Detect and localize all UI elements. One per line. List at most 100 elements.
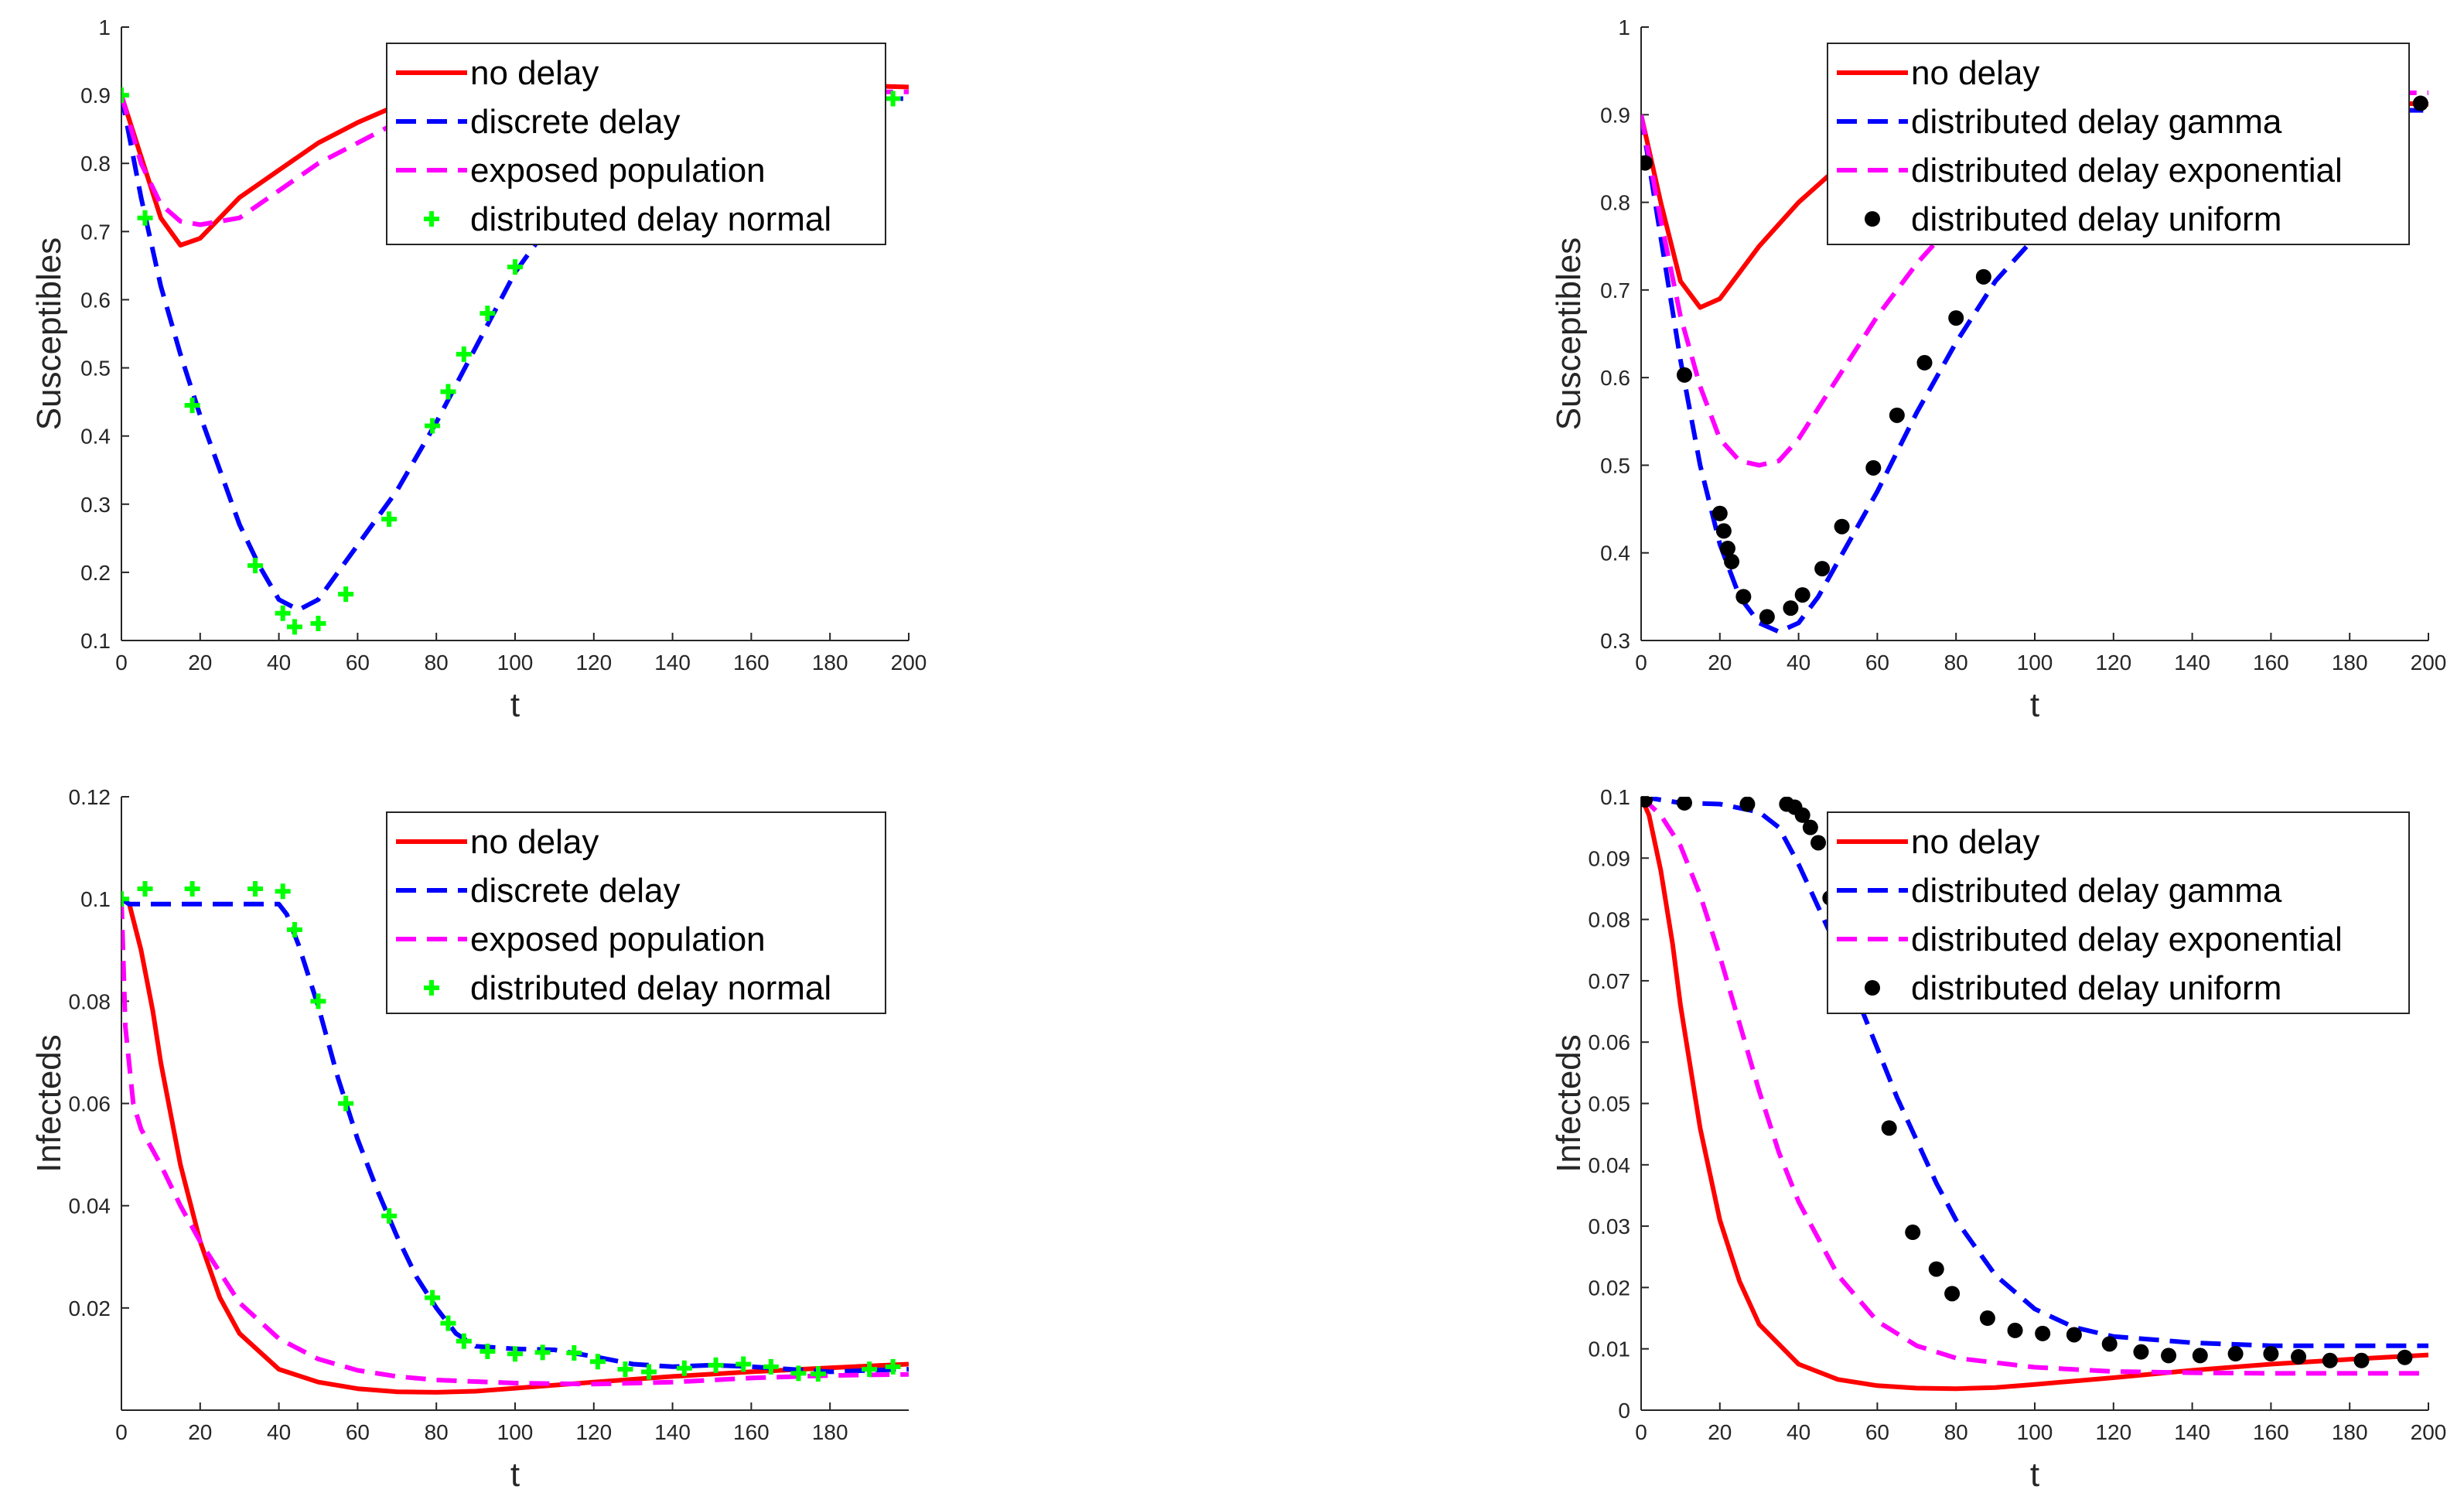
- x-tick-label: 160: [2253, 651, 2289, 675]
- y-tick-label: 0.09: [1589, 846, 1631, 870]
- x-tick-label: 0: [1635, 651, 1647, 675]
- series-point: [2412, 95, 2428, 111]
- series-point: [1834, 518, 1850, 535]
- legend-box: [386, 811, 886, 1014]
- series-point: [247, 880, 264, 897]
- x-tick-label: 40: [1787, 1420, 1810, 1444]
- series-line-3: [1641, 91, 2428, 468]
- legend: no delay discrete delay exposed population…: [386, 43, 886, 245]
- series-point: [310, 615, 326, 631]
- legend-label: exposed population: [470, 152, 766, 190]
- legend-label: no delay: [470, 823, 599, 861]
- series-point: [641, 1364, 657, 1380]
- legend-label: distributed delay uniform: [1911, 969, 2281, 1007]
- chart-panel-1: 0 20 40 60 80 100 120 140 160 180 200 0.1 0.2 0.3 0.4 0…: [30, 15, 927, 724]
- series-point: [1881, 1120, 1897, 1136]
- x-tick-label: 100: [2017, 1420, 2053, 1444]
- series-point: [137, 210, 153, 226]
- series-point: [184, 880, 200, 897]
- series-point: [885, 91, 901, 107]
- y-tick-label: 0.07: [1589, 969, 1631, 993]
- y-tick-label: 0.8: [80, 152, 111, 176]
- x-tick-label: 40: [267, 1420, 291, 1444]
- y-tick-label: 0.02: [69, 1296, 111, 1320]
- y-tick-label: 1: [98, 15, 111, 39]
- x-tick-label: 140: [2174, 1420, 2210, 1444]
- series-point: [2397, 1349, 2413, 1365]
- series-point: [1975, 268, 1991, 285]
- series-point: [2192, 1348, 2208, 1364]
- y-tick-label: 0.05: [1589, 1092, 1631, 1116]
- x-tick-label: 180: [812, 1420, 848, 1444]
- series-point: [121, 891, 129, 907]
- series-point: [2101, 1336, 2118, 1352]
- series-point: [1794, 807, 1810, 823]
- legend-label: discrete delay: [470, 872, 680, 910]
- x-tick-label: 180: [2332, 1420, 2368, 1444]
- legend-swatch: [424, 980, 439, 996]
- y-tick-label: 0.5: [80, 357, 111, 381]
- series-point: [2353, 1352, 2370, 1368]
- series-point: [2066, 1327, 2082, 1343]
- series-group: [1641, 797, 2428, 1392]
- series-point: [184, 398, 200, 414]
- y-tick-label: 0.6: [80, 288, 111, 312]
- x-tick-label: 120: [575, 1420, 612, 1444]
- series-point: [507, 1346, 523, 1362]
- series-line-2: [1641, 108, 2428, 634]
- y-tick-label: 0.04: [1589, 1153, 1631, 1177]
- y-tick-label: 0.04: [69, 1194, 111, 1218]
- x-tick-label: 40: [267, 651, 291, 675]
- series-point: [1715, 523, 1732, 539]
- series-point: [1810, 835, 1827, 851]
- series-point: [1814, 561, 1831, 577]
- x-tick-label: 160: [2253, 1420, 2289, 1444]
- legend-label: distributed delay uniform: [1911, 200, 2281, 238]
- series-line-3: [121, 899, 909, 1387]
- y-tick-label: 0.1: [80, 887, 111, 911]
- series-point: [479, 1344, 496, 1359]
- x-tick-label: 80: [425, 651, 449, 675]
- x-tick-label: 20: [1708, 651, 1732, 675]
- series-point: [381, 511, 398, 528]
- series-line-2: [1641, 797, 2428, 1348]
- series-point: [275, 605, 291, 621]
- y-tick-label: 0.8: [1600, 191, 1630, 215]
- series-point: [810, 1366, 826, 1382]
- x-tick-label: 60: [1865, 1420, 1889, 1444]
- series-point: [1641, 155, 1653, 171]
- series-point: [790, 1365, 807, 1382]
- series-point: [1794, 587, 1810, 603]
- series-point: [589, 1354, 606, 1370]
- x-tick-label: 20: [188, 1420, 212, 1444]
- series-point: [1865, 459, 1882, 476]
- series-point: [425, 1290, 441, 1306]
- series-point: [507, 259, 523, 275]
- series-point: [1676, 367, 1692, 383]
- series-point: [534, 1344, 551, 1361]
- series-point: [2007, 1322, 2023, 1338]
- chart-panel-2: 0 20 40 60 80 100 120 140 160 180 200 0.3 0.4 0.5 0.6 0…: [1550, 15, 2446, 724]
- series-point: [1676, 797, 1692, 811]
- x-tick-label: 200: [891, 651, 927, 675]
- legend-label: distributed delay normal: [470, 200, 831, 238]
- series-point: [275, 883, 291, 900]
- y-axis-title: Infecteds: [1550, 1034, 1588, 1173]
- x-tick-label: 160: [733, 1420, 770, 1444]
- legend: no delay distributed delay gamma distribut…: [1827, 811, 2410, 1014]
- series-point: [247, 558, 264, 574]
- x-axis-title: t: [2030, 686, 2039, 724]
- series-point: [1802, 819, 1818, 835]
- chart-panel-4: 0 20 40 60 80 100 120 140 160 180 200 0 0.01 0.02 0.03…: [1550, 785, 2446, 1494]
- series-point: [2263, 1346, 2279, 1362]
- x-tick-label: 60: [346, 651, 370, 675]
- series-point: [137, 880, 153, 897]
- series-point: [735, 1356, 752, 1372]
- y-tick-label: 0.06: [69, 1092, 111, 1116]
- x-tick-label: 200: [2411, 1420, 2447, 1444]
- y-tick-label: 0.5: [1600, 453, 1630, 477]
- y-tick-label: 0.3: [80, 493, 111, 517]
- legend-label: exposed population: [470, 921, 766, 958]
- y-axis-title: Susceptibles: [1550, 237, 1588, 430]
- y-tick-label: 0.4: [80, 425, 111, 449]
